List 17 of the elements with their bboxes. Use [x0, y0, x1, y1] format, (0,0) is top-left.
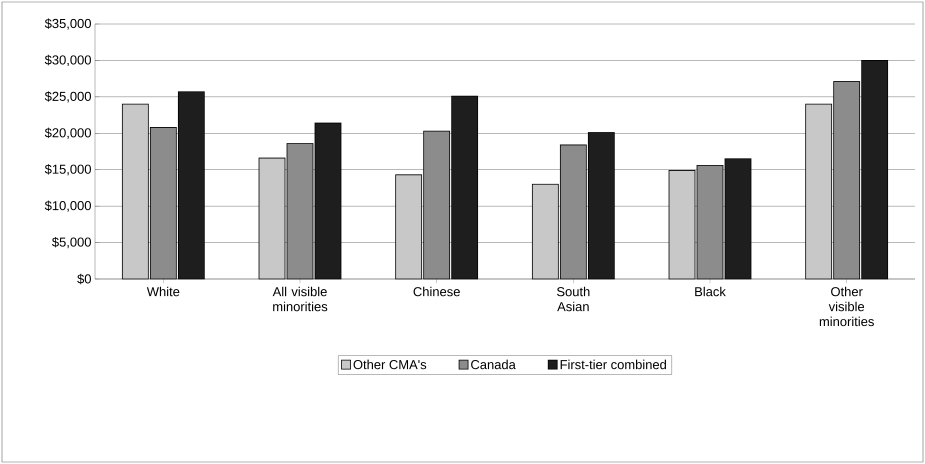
x-tick-label: Other visible minorities: [820, 286, 874, 326]
x-tick-label: Black: [695, 286, 726, 296]
legend-label: Other CMA's: [354, 360, 426, 370]
y-tick-label: $15,000: [44, 164, 91, 176]
y-tick-label: $20,000: [44, 128, 91, 139]
y-tick-label: $30,000: [44, 54, 91, 66]
y-tick-label: $35,000: [44, 18, 91, 30]
y-tick-label: $25,000: [44, 91, 91, 102]
y-tick-label: $5,000: [52, 236, 91, 248]
legend-label: First-tier combined: [560, 360, 666, 370]
x-tick-label: Chinese: [414, 286, 460, 296]
x-tick-label: White: [146, 286, 180, 296]
legend-label: Canada: [471, 360, 516, 370]
x-tick-label: All visible minorities: [272, 286, 328, 312]
y-tick-label: $10,000: [44, 200, 91, 212]
x-tick-label: South Asian: [557, 286, 590, 312]
y-tick-label: $0: [77, 274, 91, 284]
